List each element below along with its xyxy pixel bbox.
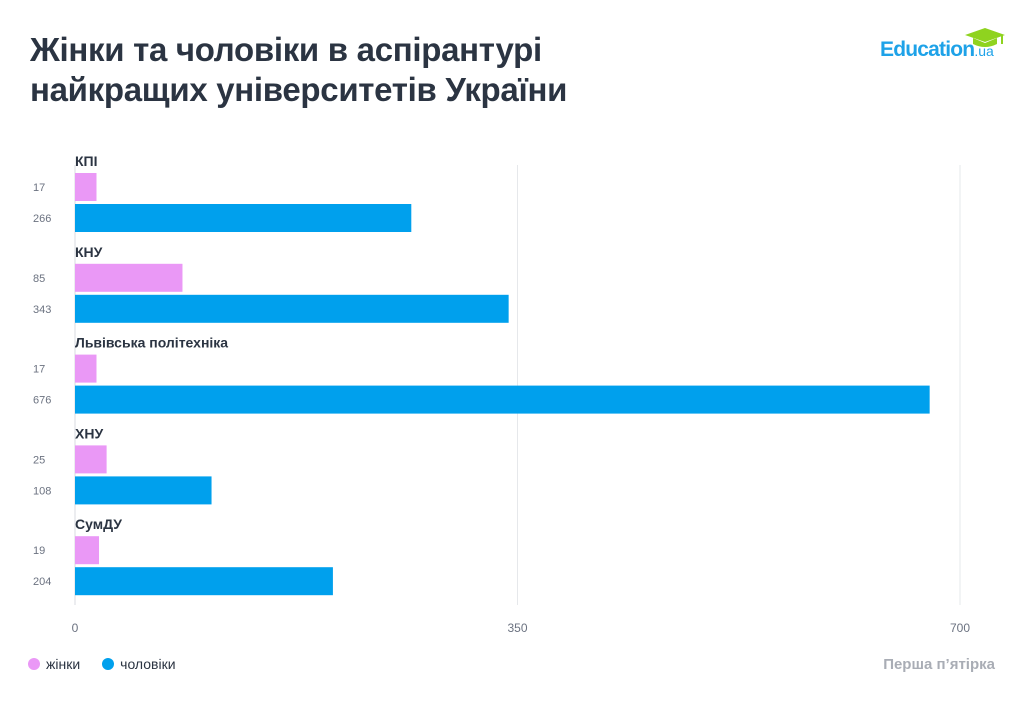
bar-women	[75, 263, 183, 292]
category-label: КНУ	[75, 244, 103, 260]
x-tick-label: 0	[72, 621, 79, 635]
education-ua-logo: Education.ua	[880, 26, 1010, 66]
bar-men	[75, 294, 509, 323]
bar-value-label: 676	[33, 395, 51, 407]
legend: жінки чоловіки	[28, 656, 176, 672]
bar-women	[75, 173, 97, 201]
legend-swatch	[28, 658, 40, 670]
bar-men	[75, 385, 930, 414]
bar-value-label: 204	[33, 576, 51, 588]
x-tick-label: 700	[950, 621, 970, 635]
source-note: Перша п’ятірка	[883, 656, 995, 673]
bar-women	[75, 354, 97, 383]
graduation-cap-icon	[965, 28, 1005, 47]
legend-item-men: чоловіки	[102, 656, 176, 672]
category-label: СумДУ	[75, 516, 122, 532]
bar-value-label: 343	[33, 304, 51, 316]
title-line-2: найкращих університетів України	[30, 71, 568, 108]
bar-value-label: 266	[33, 213, 51, 225]
chart-title: Жінки та чоловіки в аспірантурі найкращих…	[30, 30, 567, 110]
bar-men	[75, 567, 333, 596]
bar-women	[75, 445, 107, 474]
legend-item-women: жінки	[28, 656, 80, 672]
bar-women	[75, 536, 100, 565]
category-label: КПІ	[75, 153, 98, 169]
bar-value-label: 25	[33, 454, 45, 466]
logo-text: Education.ua	[880, 38, 994, 61]
legend-swatch	[102, 658, 115, 670]
title-line-1: Жінки та чоловіки в аспірантурі	[30, 31, 542, 68]
bar-value-label: 17	[33, 364, 45, 376]
category-label: Львівська політехніка	[75, 335, 228, 351]
bar-value-label: 19	[33, 545, 45, 557]
bar-men	[75, 476, 212, 505]
bar-value-label: 85	[33, 273, 45, 285]
x-tick-label: 350	[507, 621, 527, 635]
bar-value-label: 108	[33, 485, 51, 497]
bar-men	[75, 204, 412, 232]
bar-value-label: 17	[33, 182, 45, 194]
category-label: ХНУ	[75, 425, 103, 441]
